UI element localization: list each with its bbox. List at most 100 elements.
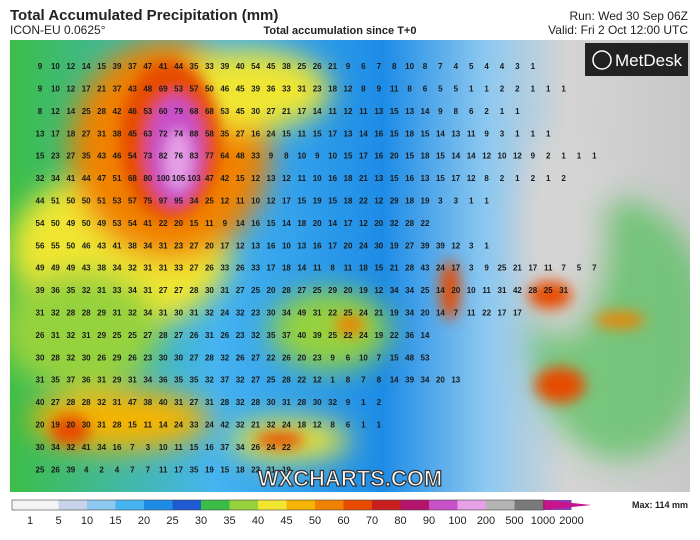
grid-value: 15	[390, 107, 399, 116]
grid-value: 10	[51, 85, 60, 94]
grid-value: 45	[236, 85, 245, 94]
grid-value: 7	[438, 62, 443, 71]
grid-value: 43	[97, 152, 106, 161]
grid-value: 25	[205, 197, 214, 206]
grid-value: 41	[159, 62, 168, 71]
grid-value: 31	[82, 331, 91, 340]
grid-value: 37	[66, 376, 75, 385]
grid-value: 39	[436, 241, 445, 250]
grid-value: 10	[405, 62, 414, 71]
grid-value: 17	[451, 174, 460, 183]
grid-value: 39	[36, 286, 45, 295]
valid-time: Valid: Fri 2 Oct 12:00 UTC	[548, 23, 688, 37]
colorbar-label: 70	[366, 515, 378, 527]
grid-value: 22	[421, 219, 430, 228]
grid-value: 37	[220, 443, 229, 452]
grid-value: 44	[82, 174, 91, 183]
grid-value: 31	[128, 376, 137, 385]
grid-value: 27	[66, 152, 75, 161]
grid-value: 64	[220, 152, 229, 161]
grid-value: 27	[251, 353, 260, 362]
grid-value: 25	[36, 465, 45, 474]
grid-value: 13	[421, 174, 430, 183]
grid-value: 97	[159, 197, 168, 206]
grid-value: 18	[421, 152, 430, 161]
grid-value: 74	[174, 129, 183, 138]
grid-value: 49	[297, 309, 306, 318]
grid-value: 41	[82, 443, 91, 452]
grid-value: 26	[205, 264, 214, 273]
grid-value: 38	[143, 398, 152, 407]
grid-value: 1	[484, 197, 489, 206]
grid-value: 51	[97, 197, 106, 206]
grid-value: 28	[51, 353, 60, 362]
grid-value: 39	[113, 62, 122, 71]
grid-value: 14	[236, 219, 245, 228]
grid-value: 15	[344, 152, 353, 161]
grid-value: 33	[113, 286, 122, 295]
grid-value: 13	[374, 174, 383, 183]
grid-value: 10	[159, 443, 168, 452]
grid-value: 14	[436, 286, 445, 295]
grid-value: 26	[190, 331, 199, 340]
grid-value: 32	[236, 376, 245, 385]
grid-value: 34	[143, 241, 152, 250]
grid-value: 28	[82, 398, 91, 407]
grid-value: 50	[205, 85, 214, 94]
grid-value: 20	[267, 286, 276, 295]
grid-value: 21	[374, 309, 383, 318]
grid-value: 95	[174, 197, 183, 206]
grid-value: 25	[313, 286, 322, 295]
grid-value: 9	[38, 62, 43, 71]
grid-value: 46	[220, 85, 229, 94]
grid-value: 34	[128, 286, 137, 295]
grid-value: 12	[344, 85, 353, 94]
colorbar-segment	[12, 500, 30, 510]
grid-value: 21	[359, 174, 368, 183]
grid-value: 22	[297, 376, 306, 385]
grid-value: 23	[251, 309, 260, 318]
grid-value: 19	[313, 197, 322, 206]
grid-value: 4	[84, 465, 89, 474]
grid-value: 16	[374, 152, 383, 161]
grid-value: 8	[423, 62, 428, 71]
grid-value: 16	[328, 174, 337, 183]
grid-value: 31	[36, 309, 45, 318]
grid-value: 50	[51, 219, 60, 228]
grid-value: 15	[190, 443, 199, 452]
grid-value: 34	[236, 443, 245, 452]
grid-value: 24	[220, 309, 229, 318]
grid-value: 16	[313, 241, 322, 250]
grid-value: 38	[97, 264, 106, 273]
grid-value: 12	[482, 152, 491, 161]
grid-value: 32	[97, 398, 106, 407]
grid-value: 18	[344, 197, 353, 206]
grid-value: 39	[421, 241, 430, 250]
grid-value: 50	[66, 241, 75, 250]
grid-value: 37	[128, 62, 137, 71]
grid-value: 53	[113, 219, 122, 228]
grid-value: 4	[500, 62, 505, 71]
grid-value: 32	[36, 174, 45, 183]
grid-value: 2	[531, 174, 536, 183]
grid-value: 10	[51, 62, 60, 71]
grid-value: 31	[174, 398, 183, 407]
grid-value: 47	[205, 174, 214, 183]
grid-value: 31	[143, 286, 152, 295]
grid-value: 41	[143, 219, 152, 228]
grid-value: 27	[236, 286, 245, 295]
grid-value: 25	[128, 331, 137, 340]
grid-value: 20	[205, 241, 214, 250]
grid-value: 28	[405, 264, 414, 273]
grid-value: 22	[267, 353, 276, 362]
value-grid: 9 10 12 14 15 39 37 47 41 44 35 33 39 40 54 45 38 25 26 21 9…	[36, 62, 598, 474]
grid-value: 28	[159, 331, 168, 340]
grid-value: 12	[374, 286, 383, 295]
grid-value: 31	[205, 398, 214, 407]
grid-value: 16	[113, 443, 122, 452]
grid-value: 38	[113, 129, 122, 138]
colorbar-label: 100	[448, 515, 466, 527]
grid-value: 9	[484, 129, 489, 138]
grid-value: 9	[269, 152, 274, 161]
grid-value: 42	[113, 107, 122, 116]
